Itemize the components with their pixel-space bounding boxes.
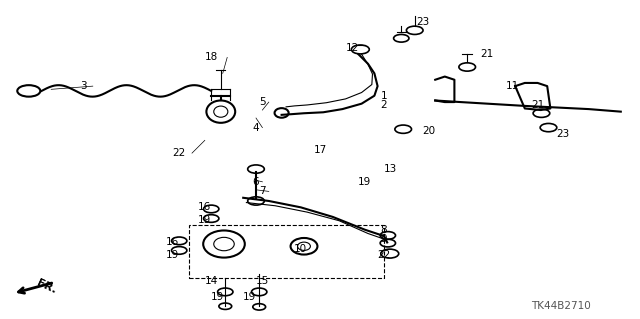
Text: 21: 21: [531, 100, 544, 110]
Text: 19: 19: [198, 215, 211, 225]
Text: 13: 13: [384, 164, 397, 174]
Text: 23: 23: [416, 17, 429, 27]
Text: 5: 5: [259, 97, 266, 107]
Text: 19: 19: [358, 177, 371, 187]
Text: 6: 6: [253, 177, 259, 187]
Text: 19: 19: [211, 292, 224, 302]
Text: 16: 16: [166, 237, 179, 248]
Text: 19: 19: [166, 250, 179, 260]
Text: 8: 8: [381, 225, 387, 235]
Text: 16: 16: [198, 202, 211, 212]
Text: 14: 14: [205, 276, 218, 286]
Text: 11: 11: [506, 81, 518, 91]
Text: 9: 9: [381, 234, 387, 244]
Text: 19: 19: [243, 292, 256, 302]
Text: 22: 22: [378, 250, 390, 260]
Text: 17: 17: [314, 145, 326, 155]
Text: 10: 10: [294, 244, 307, 254]
Text: 7: 7: [259, 186, 266, 197]
Text: 1: 1: [381, 91, 387, 101]
Text: 12: 12: [346, 43, 358, 53]
Text: 15: 15: [256, 276, 269, 286]
Text: 3: 3: [80, 81, 86, 91]
Text: 20: 20: [422, 126, 435, 136]
Text: 18: 18: [205, 52, 218, 63]
Text: 22: 22: [173, 148, 186, 158]
Text: TK44B2710: TK44B2710: [531, 301, 591, 311]
Text: FR.: FR.: [35, 278, 58, 296]
Text: 4: 4: [253, 122, 259, 133]
Text: 23: 23: [557, 129, 570, 139]
Text: 2: 2: [381, 100, 387, 110]
Text: 21: 21: [480, 49, 493, 59]
